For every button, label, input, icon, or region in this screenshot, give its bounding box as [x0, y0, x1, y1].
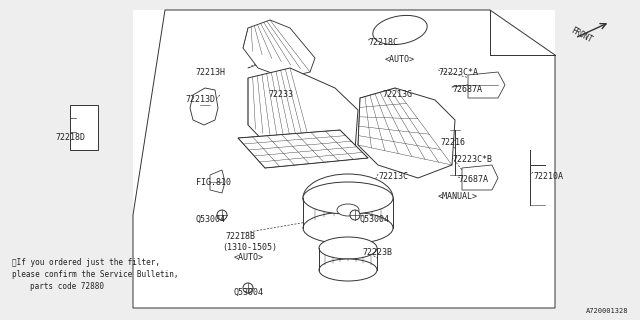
- Text: 72210A: 72210A: [533, 172, 563, 181]
- Text: (1310-1505): (1310-1505): [222, 243, 277, 252]
- Text: 72223C*B: 72223C*B: [452, 155, 492, 164]
- Ellipse shape: [303, 182, 393, 214]
- FancyBboxPatch shape: [303, 195, 393, 240]
- Ellipse shape: [337, 204, 359, 216]
- Polygon shape: [462, 165, 498, 190]
- Polygon shape: [243, 20, 315, 78]
- Ellipse shape: [303, 212, 393, 244]
- Text: 72213C: 72213C: [378, 172, 408, 181]
- Text: ※If you ordered just the filter,: ※If you ordered just the filter,: [12, 258, 160, 267]
- Ellipse shape: [319, 237, 377, 259]
- Polygon shape: [190, 88, 218, 125]
- Polygon shape: [358, 88, 455, 178]
- Text: Q53004: Q53004: [360, 215, 390, 224]
- Text: FIG.810: FIG.810: [196, 178, 231, 187]
- Text: parts code 72880: parts code 72880: [30, 282, 104, 291]
- Text: 72213G: 72213G: [382, 90, 412, 99]
- Text: <AUTO>: <AUTO>: [234, 253, 264, 262]
- Circle shape: [217, 210, 227, 220]
- FancyBboxPatch shape: [70, 105, 98, 150]
- Text: 72233: 72233: [268, 90, 293, 99]
- Polygon shape: [133, 10, 555, 308]
- Text: Q53004: Q53004: [196, 215, 226, 224]
- Circle shape: [350, 210, 360, 220]
- Polygon shape: [238, 130, 368, 168]
- Text: 72223B: 72223B: [362, 248, 392, 257]
- Text: 72218D: 72218D: [55, 133, 85, 142]
- Polygon shape: [248, 68, 358, 162]
- Polygon shape: [133, 10, 555, 308]
- Text: 72223C*A: 72223C*A: [438, 68, 478, 77]
- Text: 72687A: 72687A: [452, 85, 482, 94]
- Text: 72218B: 72218B: [225, 232, 255, 241]
- Polygon shape: [468, 72, 505, 98]
- Text: 72687A: 72687A: [458, 175, 488, 184]
- Text: 72213D: 72213D: [185, 95, 215, 104]
- Text: FRONT: FRONT: [570, 26, 595, 44]
- Text: 72216: 72216: [440, 138, 465, 147]
- Text: Q53004: Q53004: [234, 288, 264, 297]
- Circle shape: [243, 283, 253, 293]
- Polygon shape: [210, 170, 225, 193]
- Text: <AUTO>: <AUTO>: [385, 55, 415, 64]
- Ellipse shape: [303, 174, 393, 222]
- Text: please confirm the Service Bulletin,: please confirm the Service Bulletin,: [12, 270, 179, 279]
- Text: <MANUAL>: <MANUAL>: [438, 192, 478, 201]
- Text: A720001328: A720001328: [586, 308, 628, 314]
- Text: 72218C: 72218C: [368, 38, 398, 47]
- Ellipse shape: [373, 15, 427, 44]
- Text: 72213H: 72213H: [195, 68, 225, 77]
- Ellipse shape: [319, 259, 377, 281]
